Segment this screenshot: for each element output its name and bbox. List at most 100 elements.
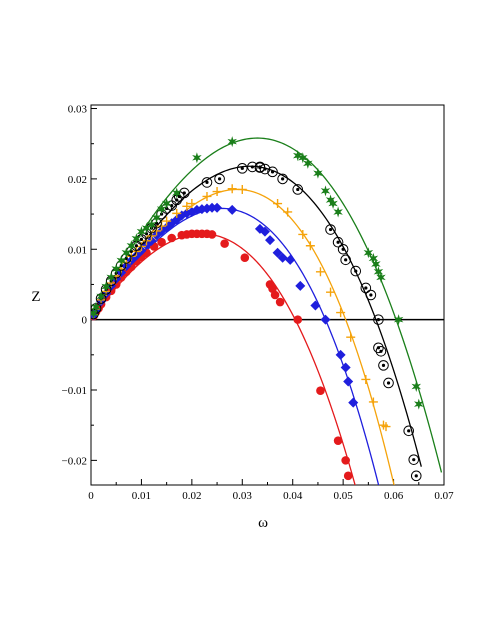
data-point xyxy=(325,194,336,206)
data-point xyxy=(275,297,285,307)
data-point xyxy=(227,136,237,148)
data-point xyxy=(172,208,182,218)
data-point xyxy=(376,271,386,283)
data-point xyxy=(116,255,127,267)
data-point xyxy=(247,161,258,173)
data-point-dot xyxy=(328,227,333,232)
data-point xyxy=(212,187,222,197)
x-tick-label: 0.02 xyxy=(182,490,201,502)
data-point xyxy=(361,374,371,384)
data-point xyxy=(303,157,313,169)
data-point-ring xyxy=(201,177,213,188)
data-point xyxy=(340,254,351,266)
data-point xyxy=(91,301,101,313)
data-point xyxy=(106,271,116,283)
data-point xyxy=(316,386,325,396)
data-point xyxy=(220,239,229,248)
data-point-dot xyxy=(240,166,244,170)
data-point xyxy=(292,184,304,195)
data-point xyxy=(151,212,162,224)
data-point xyxy=(310,300,321,311)
data-point-ring xyxy=(247,161,258,173)
data-point-dot xyxy=(381,363,386,367)
x-tick-label: 0 xyxy=(88,490,94,502)
data-point-dot xyxy=(336,240,340,244)
data-point xyxy=(368,397,378,407)
data-point xyxy=(350,265,362,277)
y-axis-label: Z xyxy=(31,289,40,305)
y-tick-label: 0.02 xyxy=(68,174,87,186)
y-tick-label: −0.02 xyxy=(62,455,87,467)
data-point xyxy=(111,263,121,275)
series-curve xyxy=(91,165,422,467)
data-point xyxy=(320,314,331,325)
data-point xyxy=(343,471,353,481)
data-point xyxy=(259,163,271,175)
data-point xyxy=(162,216,172,226)
data-point xyxy=(237,184,247,194)
data-point-dot xyxy=(376,318,381,322)
data-point-dot xyxy=(205,180,209,185)
data-point-dot xyxy=(386,381,391,385)
series-markers xyxy=(91,136,424,482)
data-point xyxy=(293,315,303,324)
data-point xyxy=(305,241,315,251)
data-point xyxy=(101,281,111,293)
data-point xyxy=(156,203,167,215)
x-tick-label: 0.05 xyxy=(334,490,354,502)
data-point-dot xyxy=(217,177,222,181)
data-point xyxy=(240,253,250,263)
data-point xyxy=(96,290,106,302)
data-point xyxy=(227,184,237,194)
data-point-dot xyxy=(414,474,418,478)
data-point xyxy=(365,289,377,301)
data-point-ring xyxy=(267,166,278,178)
data-point xyxy=(371,258,381,270)
data-point xyxy=(227,204,238,215)
data-point xyxy=(270,290,280,300)
data-point xyxy=(283,207,293,217)
data-point-dot xyxy=(170,204,174,208)
x-ticks: 0 0.01 0.02 0.03 0.04 0.05 0.06 0.07 xyxy=(88,479,454,502)
x-tick-label: 0.07 xyxy=(434,490,454,502)
data-point xyxy=(146,219,157,231)
data-point-dot xyxy=(124,256,128,261)
y-tick-label: 0 xyxy=(82,315,88,327)
y-tick-label: 0.01 xyxy=(68,244,87,256)
data-point xyxy=(378,360,389,371)
data-point xyxy=(325,224,336,235)
data-point xyxy=(368,252,379,264)
data-point xyxy=(332,236,344,248)
data-point xyxy=(298,152,308,164)
data-point-ring xyxy=(214,173,225,185)
data-point xyxy=(313,167,323,179)
data-point xyxy=(340,362,351,373)
data-point xyxy=(337,243,349,255)
data-point xyxy=(335,349,346,360)
data-point xyxy=(202,191,212,201)
data-point xyxy=(207,202,218,213)
data-point xyxy=(273,199,283,209)
x-tick-label: 0.04 xyxy=(283,490,303,502)
data-point xyxy=(333,206,343,218)
data-point xyxy=(348,397,359,408)
data-point-ring xyxy=(360,282,372,294)
data-point xyxy=(267,166,278,178)
y-tick-label: 0.03 xyxy=(68,104,88,116)
data-point-ring xyxy=(325,224,336,235)
data-point-ring xyxy=(178,187,190,199)
data-point xyxy=(375,345,387,357)
data-point-ring xyxy=(292,184,304,195)
data-point xyxy=(346,332,356,342)
data-point xyxy=(201,177,213,188)
data-point xyxy=(292,150,303,162)
data-point-ring xyxy=(410,470,422,482)
data-point-dot xyxy=(250,165,254,169)
data-point xyxy=(295,280,306,291)
data-point xyxy=(383,377,394,389)
data-point xyxy=(411,380,422,392)
data-point xyxy=(126,240,137,252)
data-point-ring xyxy=(383,377,394,389)
data-point-ring xyxy=(375,345,387,357)
